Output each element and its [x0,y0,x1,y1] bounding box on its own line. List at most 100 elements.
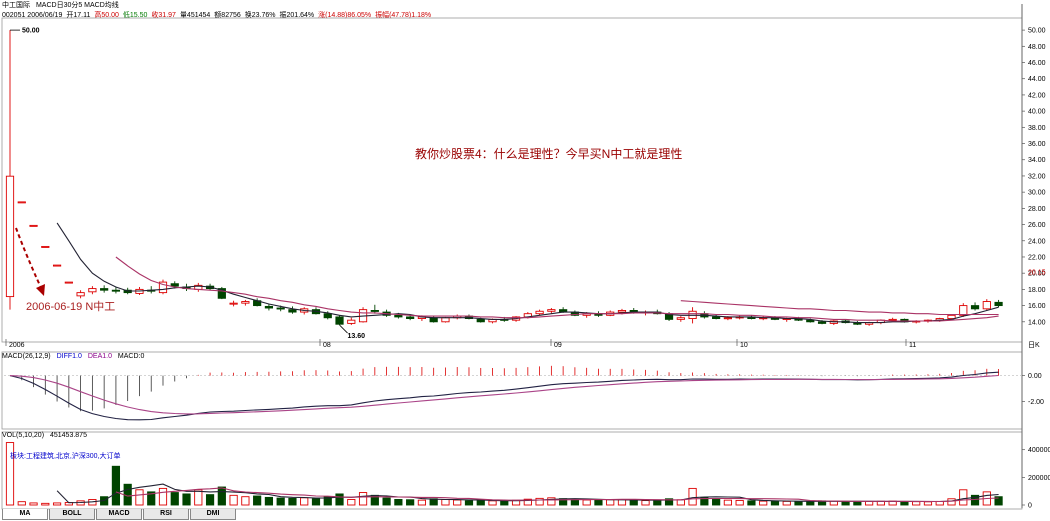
headline: 教你炒股票4：什么是理性？今早买N中工就是理性 [415,146,682,161]
volume-bar [747,500,756,506]
chart-label: MACD日30分5 MACD均线 [35,2,119,9]
volume-bar [535,497,544,506]
volume-bar [441,499,450,506]
price-tick-label: 30.00 [1028,190,1046,197]
quote-field: 量451454 [179,12,211,19]
price-tick-label: 46.00 [1028,60,1046,67]
volume-bar [570,499,580,506]
candle-body [535,310,544,315]
candle-body [982,301,991,310]
candle-body [5,175,15,298]
volume-bar [300,497,309,506]
price-tick-label: 24.00 [1028,238,1046,245]
volume-bar [500,500,509,506]
date-note: 2006-06-19 N中工 [26,300,115,313]
tab-boll[interactable]: BOLL [49,509,95,520]
candle-body [88,288,97,293]
price-tick-label: 16.00 [1028,303,1046,310]
x-tick-label: 09 [554,342,562,349]
volume-bar [205,494,215,506]
volume-bar [276,497,285,506]
macd-dea: DEA1.0 [87,353,112,360]
candle-body [970,305,980,310]
volume-bar [759,500,768,506]
price-tick-label: 50.00 [1028,28,1046,35]
candle-body [17,201,26,204]
vol-tick-label: 400000 [1028,447,1050,454]
volume-bar [182,493,191,506]
volume-bar [394,499,403,506]
period-label: 日K [1028,341,1040,349]
quote-field: 换23.76% [244,12,276,19]
candle-body [288,309,297,313]
volume-bar [629,499,638,506]
volume-bar [712,499,721,506]
volume-bar [147,491,156,506]
volume-bar [782,500,791,506]
volume-bar [594,499,603,506]
candle-body [241,301,250,304]
candle-body [276,307,285,310]
low-marker [339,324,348,334]
volume-bar [241,496,250,506]
volume-bar [900,501,909,506]
tab-ma[interactable]: MA [2,509,48,520]
candle-body [76,292,85,297]
candle-body [64,281,73,284]
ma-fast-line [56,222,999,324]
volume-bar [41,502,50,506]
indicator-tabs: MA BOLL MACD RSI DMI [2,509,237,520]
candle-body [52,264,62,267]
quote-line: 002051 2006/06/19 开17.11 高50.00 低15.50 收31.9… [2,11,435,20]
candle-body [994,301,1003,307]
volume-bar [794,501,803,506]
x-tick-label: 2006 [9,342,25,349]
tab-macd[interactable]: MACD [96,509,142,520]
volume-bar [865,501,874,506]
candle-body [170,283,179,287]
volume-bar [170,492,179,506]
volume-bar [382,497,391,506]
volume-bar [217,486,226,506]
vol-header: VOL(5,10,20) 451453.875 [2,431,91,440]
ma-slow-line [115,256,999,322]
price-tick-label: 34.00 [1028,157,1046,164]
candle-body [158,281,168,294]
x-tick-label: 11 [909,342,916,349]
volume-bar [606,499,615,506]
vol-ma10-line [115,487,999,503]
volume-bar [770,500,780,506]
volume-bar [194,489,203,506]
candle-body [947,314,956,320]
price-tick-label: 36.00 [1028,141,1046,148]
tab-rsi[interactable]: RSI [143,509,189,520]
macd-tick-label: -2.00 [1028,399,1044,406]
volume-bar [288,497,297,506]
volume-bar [853,500,862,506]
price-tick-label: 20.00 [1028,271,1046,278]
volume-bar [229,494,238,506]
candle-body [617,310,627,313]
price-tick-label: 14.00 [1028,319,1046,326]
price-tick-label: 44.00 [1028,76,1046,83]
pointer-arrow [15,227,43,291]
macd-value: MACD:0 [117,353,145,360]
candle-body [712,316,721,320]
tab-dmi[interactable]: DMI [190,509,236,520]
quote-field: 高50.00 [94,12,119,19]
candle-body [959,305,968,316]
candle-body [347,319,356,324]
volume-bar [158,487,168,506]
volume-bar [335,493,344,506]
price-tick-label: 42.00 [1028,92,1046,99]
ma-long-line [680,300,999,316]
volume-bar [52,502,62,506]
price-tick-label: 26.00 [1028,222,1046,229]
candle-body [406,316,415,320]
quote-field: 涨(14.88)86.05% [318,12,372,19]
candle-body [217,288,226,299]
vol-tick-label: 0 [1028,503,1032,510]
sector-label: 板块:工程建筑,北京,沪深300,大订单 [10,453,121,460]
volume-bar [453,499,462,506]
volume-bar [253,495,262,506]
